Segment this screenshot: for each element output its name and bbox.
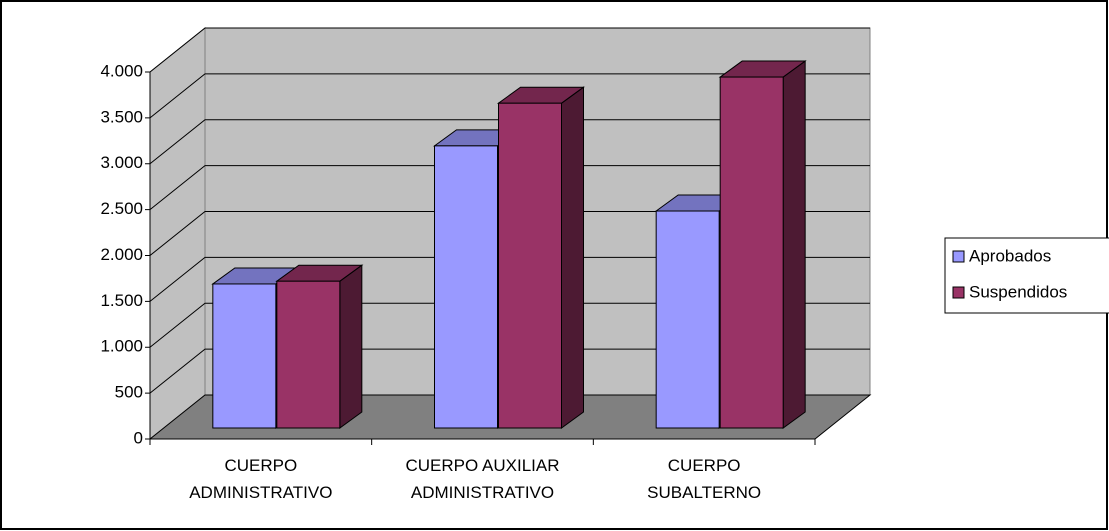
bar [212, 283, 277, 429]
y-tick-label: 3.000 [100, 153, 143, 172]
y-tick-label: 1.000 [100, 337, 143, 356]
bar [655, 210, 720, 429]
legend-swatch [952, 250, 965, 263]
bar [276, 280, 341, 429]
x-tick-label: CUERPO SUBALTERNO [647, 456, 762, 502]
grid-line [149, 211, 870, 256]
legend-label: Aprobados [969, 246, 1051, 265]
bar-side [339, 264, 363, 429]
bar [498, 102, 562, 429]
bar-side [782, 60, 806, 429]
y-tick-label: 500 [115, 383, 143, 402]
y-tick-label: 2.000 [100, 245, 143, 264]
legend-box [944, 237, 1109, 314]
y-tick-label: 2.500 [100, 199, 143, 218]
grid-line [149, 302, 870, 348]
bar [434, 145, 498, 429]
y-tick-label: 4.000 [100, 61, 143, 80]
bar-side [561, 86, 584, 429]
grid-line [149, 27, 870, 73]
grid-line [149, 119, 870, 165]
y-tick-label: 1.500 [100, 291, 143, 310]
grid-line [149, 73, 870, 119]
grid-line [149, 165, 870, 211]
legend-label: Suspendidos [969, 282, 1067, 301]
bar [719, 76, 784, 429]
grid-line [149, 256, 870, 302]
x-tick-label: CUERPO AUXILIAR ADMINISTRATIVO [405, 456, 560, 502]
y-tick-label: 3.500 [100, 107, 143, 126]
legend-swatch [952, 286, 965, 299]
x-tick-label: CUERPO ADMINISTRATIVO [189, 456, 333, 502]
grid-line [149, 348, 870, 394]
y-tick-label: 0 [134, 428, 143, 447]
